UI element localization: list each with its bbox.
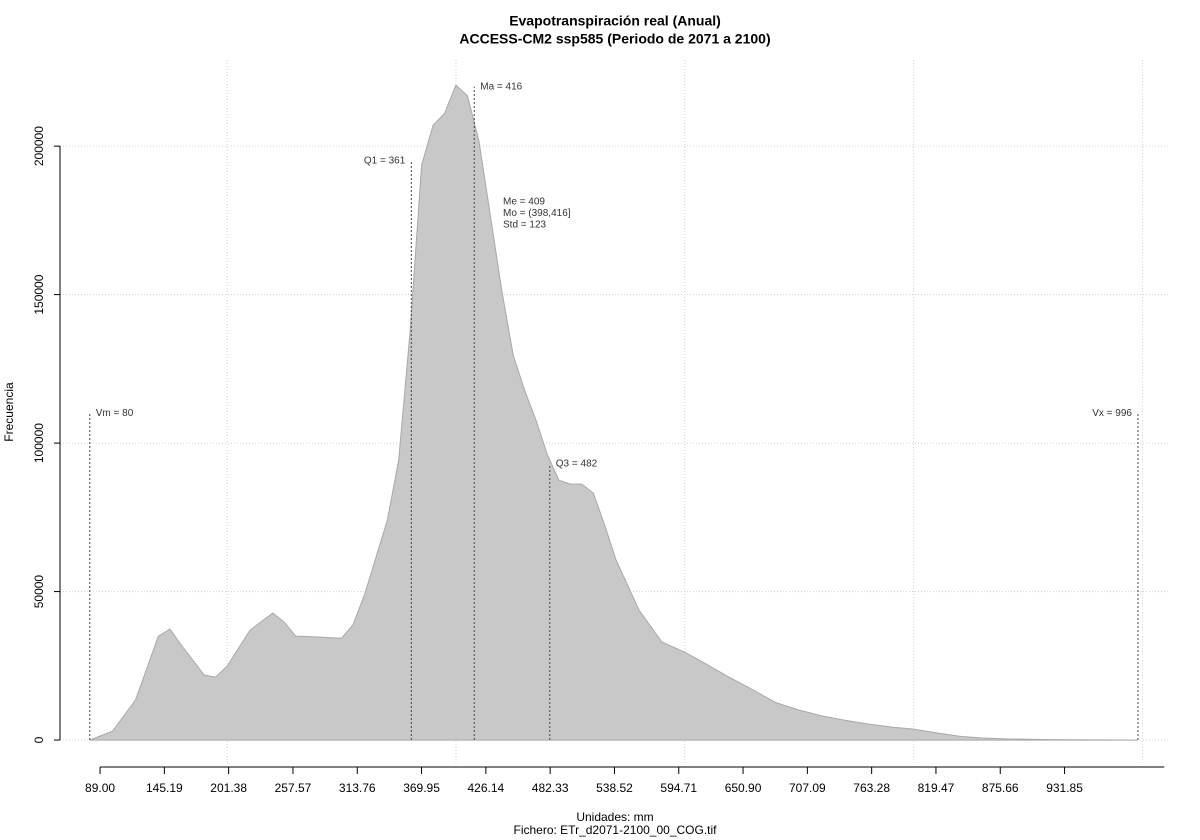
x-tick-label: 931.85 <box>1046 781 1083 795</box>
x-tick-label: 369.95 <box>403 781 440 795</box>
x-tick-label: 819.47 <box>918 781 955 795</box>
stat-label: Me = 409 <box>503 197 545 208</box>
y-tick-label: 50000 <box>32 575 46 609</box>
stat-label: Mo = (398,416] <box>503 208 571 219</box>
x-tick-label: 482.33 <box>532 781 569 795</box>
y-tick-label: 100000 <box>32 423 46 463</box>
y-axis-label: Frecuencia <box>2 382 16 442</box>
x-tick-label: 650.90 <box>725 781 762 795</box>
x-tick-label: 594.71 <box>660 781 697 795</box>
x-tick-label: 538.52 <box>596 781 633 795</box>
marker-label: Vm = 80 <box>96 408 134 419</box>
stat-label: Std = 123 <box>503 220 547 231</box>
x-tick-label: 763.28 <box>853 781 890 795</box>
marker-label: Ma = 416 <box>480 81 522 92</box>
footer: Fichero: ETr_d2071-2100_00_COG.tif <box>514 823 718 837</box>
x-tick-label: 201.38 <box>210 781 247 795</box>
y-tick-label: 0 <box>32 736 46 743</box>
marker-label: Q3 = 482 <box>556 459 598 470</box>
x-tick-label: 875.66 <box>982 781 1019 795</box>
x-tick-label: 313.76 <box>339 781 376 795</box>
y-tick-label: 150000 <box>32 274 46 314</box>
x-tick-label: 707.09 <box>789 781 826 795</box>
chart-title: Evapotranspiración real (Anual) <box>509 13 721 29</box>
x-tick-label: 89.00 <box>85 781 115 795</box>
x-tick-label: 145.19 <box>146 781 183 795</box>
chart-subtitle: ACCESS-CM2 ssp585 (Periodo de 2071 a 210… <box>459 31 770 47</box>
x-axis-label: Unidades: mm <box>576 810 653 824</box>
x-tick-label: 426.14 <box>467 781 504 795</box>
area <box>89 84 1139 741</box>
marker-label: Q1 = 361 <box>364 156 406 167</box>
y-tick-label: 200000 <box>32 126 46 166</box>
x-tick-label: 257.57 <box>275 781 312 795</box>
marker-label: Vx = 996 <box>1092 408 1132 419</box>
